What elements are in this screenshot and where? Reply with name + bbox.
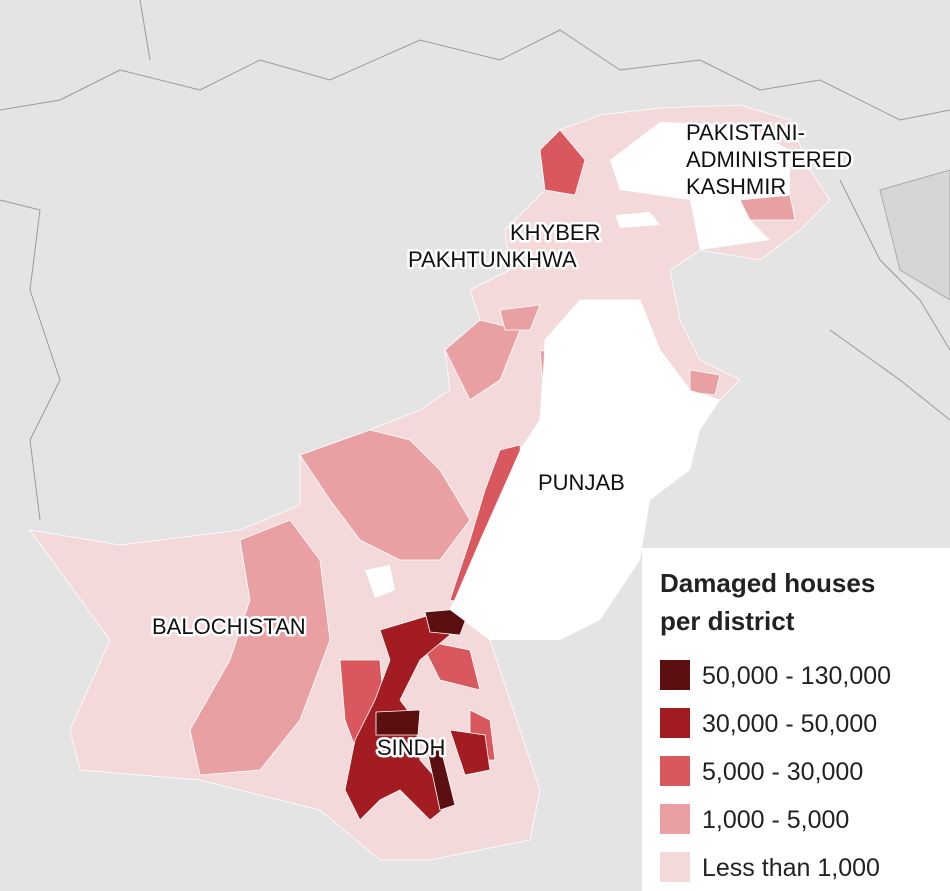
region-label: KHYBER xyxy=(510,220,600,245)
legend-title: Damaged houses xyxy=(660,568,875,598)
districts xyxy=(29,104,831,861)
district xyxy=(689,369,721,396)
legend-swatch xyxy=(660,852,690,882)
district xyxy=(539,129,586,196)
region-label: KASHMIR xyxy=(686,174,786,199)
district xyxy=(375,709,421,736)
district xyxy=(499,304,541,331)
region-label: BALOCHISTAN xyxy=(152,614,306,639)
region-label: PAKHTUNKHWA xyxy=(408,247,577,272)
district xyxy=(449,729,491,776)
region-label: SINDH xyxy=(377,735,445,760)
disputed-area xyxy=(879,169,950,301)
region-label: PAKISTANI- xyxy=(686,120,805,145)
legend-box xyxy=(642,548,950,891)
district xyxy=(739,194,796,221)
legend-label: 1,000 - 5,000 xyxy=(702,806,849,834)
legend-label: 50,000 - 130,000 xyxy=(702,662,891,690)
legend-label: 30,000 - 50,000 xyxy=(702,710,877,738)
district xyxy=(299,429,471,561)
no-data-area xyxy=(365,565,395,598)
legend-label: Less than 1,000 xyxy=(702,854,880,882)
legend-swatch xyxy=(660,660,690,690)
district xyxy=(444,319,521,401)
district xyxy=(419,639,481,691)
legend-swatch xyxy=(660,756,690,786)
no-data-area xyxy=(610,122,790,250)
legend-title: per district xyxy=(660,606,795,636)
legend-swatch xyxy=(660,804,690,834)
region-label: ADMINISTERED xyxy=(686,147,852,172)
legend: Damaged houses per district 50,000 - 130… xyxy=(642,548,950,891)
district xyxy=(424,739,456,811)
no-data-area xyxy=(450,300,720,640)
borders xyxy=(0,0,950,521)
no-data-area xyxy=(615,212,660,228)
district xyxy=(189,519,331,776)
region-label: PUNJAB xyxy=(538,470,625,495)
legend-label: 5,000 - 30,000 xyxy=(702,758,863,786)
legend-swatch xyxy=(660,708,690,738)
region-labels: PAKISTANI- ADMINISTERED KASHMIR KHYBER P… xyxy=(150,118,855,763)
